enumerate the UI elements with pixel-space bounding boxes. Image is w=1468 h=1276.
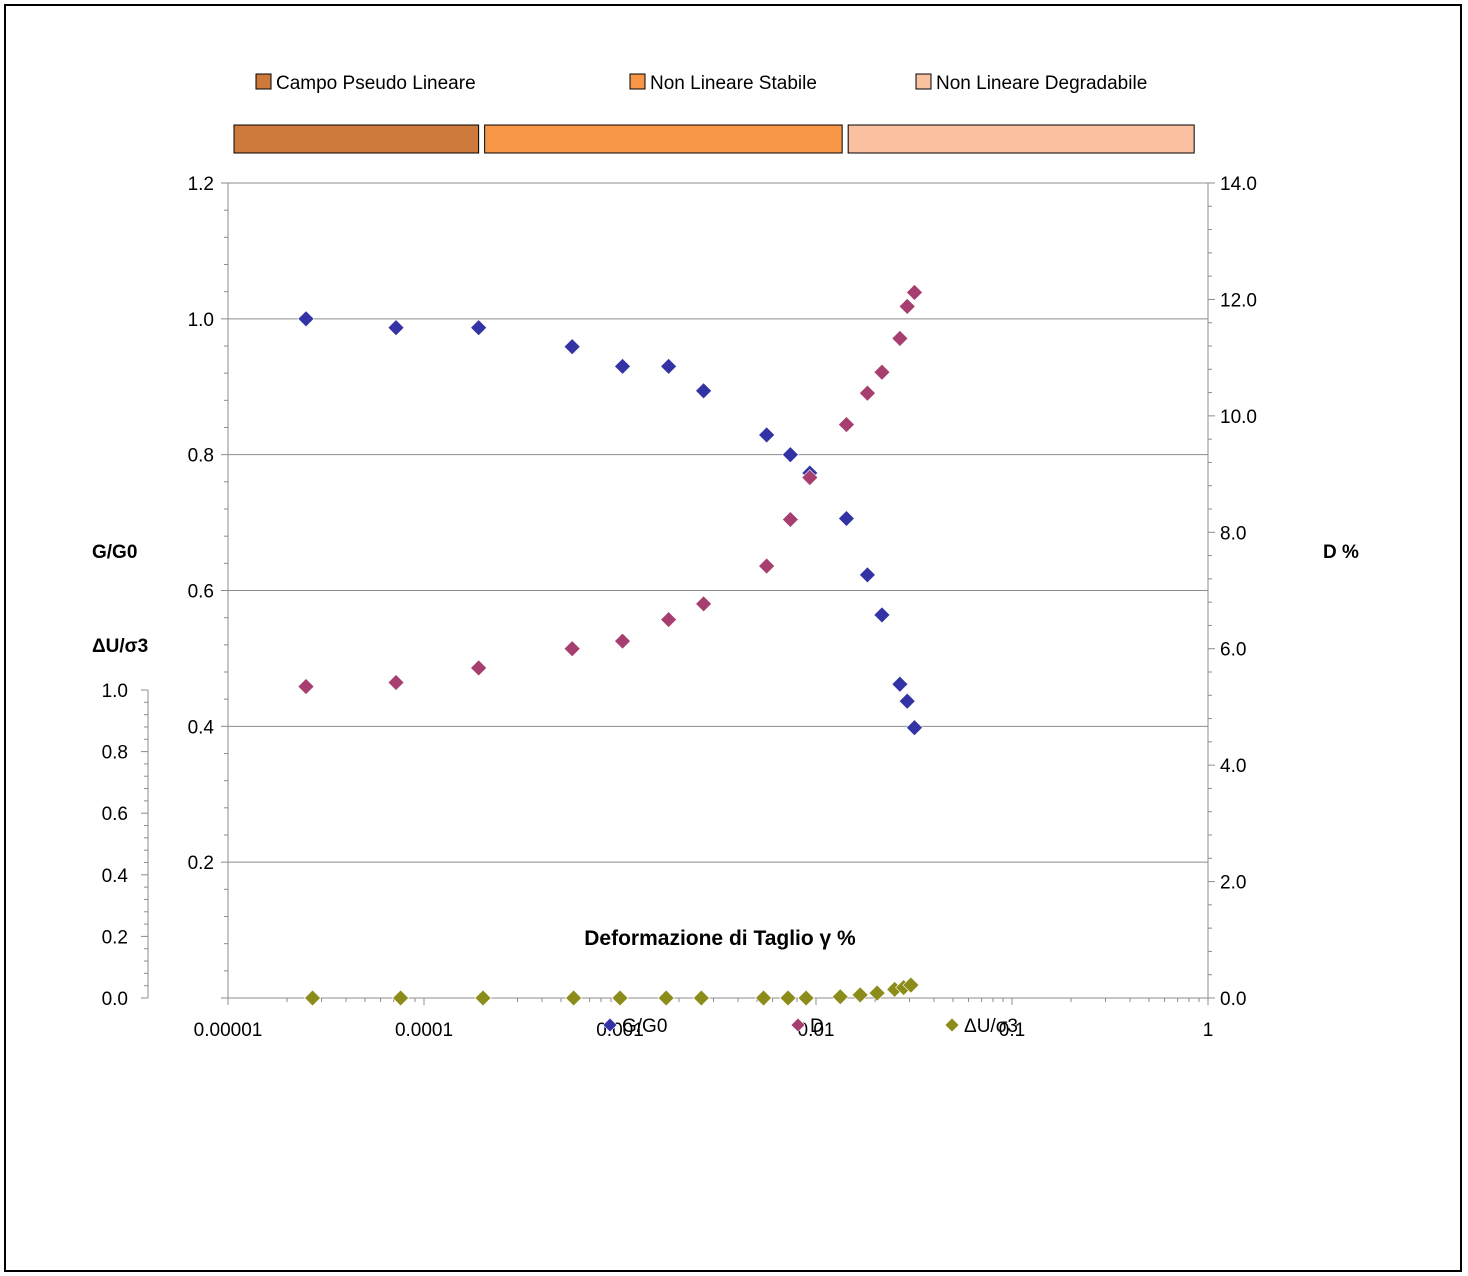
damping-point xyxy=(801,469,819,486)
g-g0-point xyxy=(614,357,631,375)
y-right-tick-label: 6.0 xyxy=(1220,640,1246,661)
data-points xyxy=(297,284,923,1007)
y-left-tick-label: 1.0 xyxy=(188,310,214,331)
pore-pressure-point xyxy=(831,988,849,1006)
damping-point xyxy=(614,632,631,650)
pore-pressure-point xyxy=(565,989,583,1007)
damping-point xyxy=(838,416,855,434)
pore-pressure-point xyxy=(304,989,321,1007)
zone-bar-segment xyxy=(484,124,843,154)
y-pore-tick-label: 0.0 xyxy=(102,989,128,1010)
g-g0-point xyxy=(838,510,855,527)
tick-labels: 0.20.40.60.81.01.20.02.04.06.08.010.012.… xyxy=(102,174,1257,1041)
x-tick-label: 0.1 xyxy=(999,1020,1025,1041)
pore-pressure-point xyxy=(392,989,410,1007)
zone-legend-label: Non Lineare Stabile xyxy=(650,73,817,94)
y-right-tick-label: 12.0 xyxy=(1220,290,1257,311)
g-g0-point xyxy=(563,338,581,356)
y-pore-tick-label: 1.0 xyxy=(102,681,128,702)
g-g0-point xyxy=(891,675,909,693)
pore-pressure-point xyxy=(657,989,675,1007)
zone-legend-swatch xyxy=(255,73,272,90)
series-legend-label: G/G0 xyxy=(622,1016,667,1037)
pore-pressure-point xyxy=(851,986,869,1004)
y-pore-tick-label: 0.4 xyxy=(102,866,129,887)
pore-pressure-point xyxy=(692,989,710,1007)
series-legend-marker xyxy=(602,1017,618,1033)
y-right-axis-title: D % xyxy=(1323,542,1359,563)
gridlines xyxy=(228,182,1208,863)
y-left-tick-label: 0.4 xyxy=(188,717,215,738)
x-tick-label: 0.00001 xyxy=(194,1020,263,1041)
zone-bar-segment xyxy=(233,124,480,154)
y-pore-tick-label: 0.6 xyxy=(102,804,128,825)
y-right-tick-label: 0.0 xyxy=(1220,989,1246,1010)
zone-bar-segment xyxy=(847,124,1195,154)
pore-pressure-point xyxy=(779,989,797,1007)
series-legend: G/G0 D ΔU/σ3 xyxy=(602,1016,1018,1037)
y-right-tick-label: 2.0 xyxy=(1220,873,1246,894)
damping-point xyxy=(891,330,909,347)
series-legend-marker xyxy=(944,1017,960,1033)
y-pore-tick-label: 0.2 xyxy=(102,927,128,948)
g-g0-point xyxy=(297,310,315,328)
damping-point xyxy=(695,595,713,613)
damping-point xyxy=(563,640,581,658)
y-left-tick-label: 0.6 xyxy=(188,582,214,603)
chart-frame xyxy=(4,4,1462,1272)
pore-pressure-point xyxy=(902,976,920,994)
pore-pressure-point xyxy=(755,989,772,1007)
zone-legend: Campo Pseudo Lineare Non Lineare Stabile N… xyxy=(255,73,1147,94)
damping-point xyxy=(470,659,488,677)
g-g0-point xyxy=(859,566,876,584)
series-legend-label: ΔU/σ3 xyxy=(964,1016,1018,1037)
y-left-tick-label: 0.8 xyxy=(188,446,214,467)
x-axis-title: Deformazione di Taglio γ % xyxy=(584,927,856,950)
y-left-axis-title: G/G0 xyxy=(92,542,137,563)
damping-point xyxy=(859,384,876,402)
y-right-tick-label: 4.0 xyxy=(1220,756,1246,777)
series-legend-label: D xyxy=(810,1016,824,1037)
y-pore-axis-title: ΔU/σ3 xyxy=(92,636,148,657)
series-legend-marker xyxy=(790,1017,806,1033)
g-g0-point xyxy=(873,606,891,624)
damping-point xyxy=(781,511,799,528)
x-tick-label: 0.01 xyxy=(798,1020,835,1041)
damping-point xyxy=(297,678,315,695)
y-right-tick-label: 8.0 xyxy=(1220,523,1246,544)
g-g0-point xyxy=(781,446,799,464)
g-g0-point xyxy=(660,357,678,375)
y-left-tick-label: 1.2 xyxy=(188,174,214,195)
g-g0-point xyxy=(695,382,713,400)
damping-point xyxy=(387,674,405,691)
g-g0-point xyxy=(906,719,923,737)
damping-point xyxy=(873,363,891,381)
damping-point xyxy=(898,297,916,315)
zone-legend-label: Non Lineare Degradabile xyxy=(936,73,1147,94)
g-g0-point xyxy=(758,426,776,444)
g-g0-point xyxy=(387,319,405,337)
x-tick-label: 0.0001 xyxy=(395,1020,453,1041)
zone-legend-label: Campo Pseudo Lineare xyxy=(276,73,476,94)
y-right-tick-label: 14.0 xyxy=(1220,174,1257,195)
g-g0-point xyxy=(898,692,916,710)
damping-point xyxy=(660,611,678,629)
zone-bar xyxy=(233,124,1195,154)
y-left-tick-label: 0.2 xyxy=(188,853,214,874)
pore-pressure-point xyxy=(797,989,815,1007)
damping-point xyxy=(758,557,776,575)
zone-legend-swatch xyxy=(629,73,646,90)
zone-legend-swatch xyxy=(915,73,932,90)
y-right-tick-label: 10.0 xyxy=(1220,407,1257,428)
y-pore-tick-label: 0.8 xyxy=(102,743,128,764)
pore-pressure-point xyxy=(868,984,886,1002)
damping-point xyxy=(906,284,923,301)
x-tick-label: 1 xyxy=(1203,1020,1214,1041)
axes xyxy=(141,182,1215,1005)
g-g0-point xyxy=(470,319,488,337)
pore-pressure-point xyxy=(474,989,492,1007)
pore-pressure-point xyxy=(611,989,629,1007)
